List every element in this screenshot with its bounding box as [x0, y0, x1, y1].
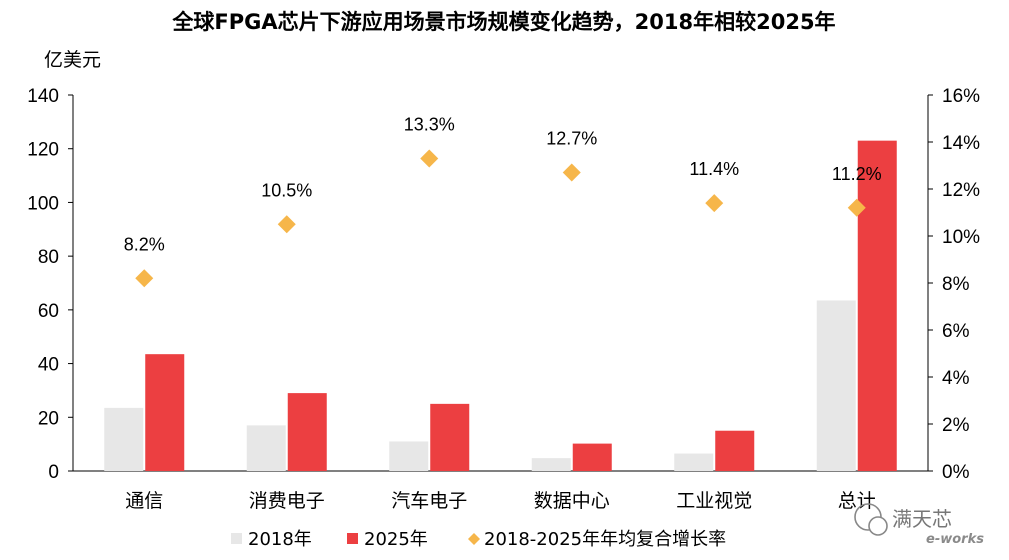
legend-label-growth: 2018-2025年年均复合增长率 [484, 529, 726, 550]
y2-tick-label: 0% [942, 462, 970, 483]
watermark-subtext: e-works [926, 532, 984, 547]
y-tick-label: 100 [27, 193, 59, 214]
axes [72, 95, 929, 472]
legend: 2018年 2025年 2018-2025年年均复合增长率 [231, 529, 726, 550]
category-label: 数据中心 [534, 490, 610, 512]
y2-tick-label: 6% [942, 321, 970, 342]
bar-2018 [389, 441, 429, 471]
y2-tick-label: 8% [942, 274, 970, 295]
category-label: 汽车电子 [391, 490, 467, 512]
y2-tick-label: 16% [942, 86, 980, 107]
bar-2025 [145, 354, 185, 471]
y-axis-label: 亿美元 [44, 49, 101, 71]
y-axis-ticks: 0 20 40 60 80 100 120 140 [27, 86, 73, 483]
y2-tick-label: 4% [942, 368, 970, 389]
growth-rate-label: 13.3% [404, 114, 455, 134]
y-tick-label: 80 [38, 247, 59, 268]
y2-axis-ticks: 0% 2% 4% 6% 8% 10% 12% 14% 16% [928, 86, 980, 483]
growth-rate-point [705, 194, 724, 213]
growth-rate-label: 8.2% [124, 234, 165, 254]
category-labels: 通信 消费电子 汽车电子 数据中心 工业视觉 总计 [125, 490, 876, 512]
chart-title: 全球FPGA芯片下游应用场景市场规模变化趋势，2018年相较2025年 [171, 10, 835, 34]
y-tick-label: 20 [38, 408, 59, 429]
bar-2018 [531, 458, 571, 471]
growth-rate-label: 11.4% [689, 159, 739, 179]
bars [104, 140, 897, 471]
y-tick-label: 140 [27, 86, 59, 107]
bar-2018 [104, 407, 144, 471]
y2-tick-label: 2% [942, 415, 970, 436]
y2-tick-label: 12% [942, 180, 980, 201]
bar-2018 [246, 425, 286, 471]
y2-tick-label: 14% [942, 133, 980, 154]
bar-2018 [816, 300, 856, 471]
growth-rate-point [562, 163, 581, 182]
y2-tick-label: 10% [942, 227, 980, 248]
y-tick-label: 60 [38, 301, 59, 322]
growth-rate-point [847, 198, 866, 217]
category-label: 工业视觉 [676, 490, 752, 512]
legend-swatch-growth [468, 533, 480, 545]
bar-2018 [674, 453, 714, 471]
category-label: 消费电子 [249, 490, 325, 512]
bar-2025 [715, 430, 755, 471]
growth-rate-label: 11.2% [832, 164, 882, 184]
growth-rate-point [135, 269, 154, 288]
bar-2025 [857, 140, 897, 471]
legend-label-2018: 2018年 [248, 529, 312, 550]
watermark-text: 满天芯 [892, 507, 952, 531]
y-tick-label: 0 [48, 462, 59, 483]
y-tick-label: 40 [38, 355, 59, 376]
wechat-logo-icon-inner [868, 516, 888, 536]
bar-2025 [572, 443, 612, 471]
growth-rate-point [420, 149, 439, 168]
growth-points: 8.2% 10.5% 13.3% 12.7% 11.4% 11.2% [124, 114, 882, 288]
bar-2025 [430, 403, 470, 471]
growth-rate-label: 12.7% [546, 129, 597, 149]
bar-2025 [287, 393, 327, 471]
y-tick-label: 120 [27, 140, 59, 161]
growth-rate-point [277, 215, 296, 234]
growth-rate-label: 10.5% [261, 180, 312, 200]
category-label: 总计 [838, 490, 876, 512]
legend-label-2025: 2025年 [364, 529, 428, 550]
watermark: 满天芯 e-works [854, 503, 984, 547]
category-label: 通信 [125, 490, 163, 512]
legend-swatch-2025 [347, 533, 358, 544]
legend-swatch-2018 [231, 533, 242, 544]
